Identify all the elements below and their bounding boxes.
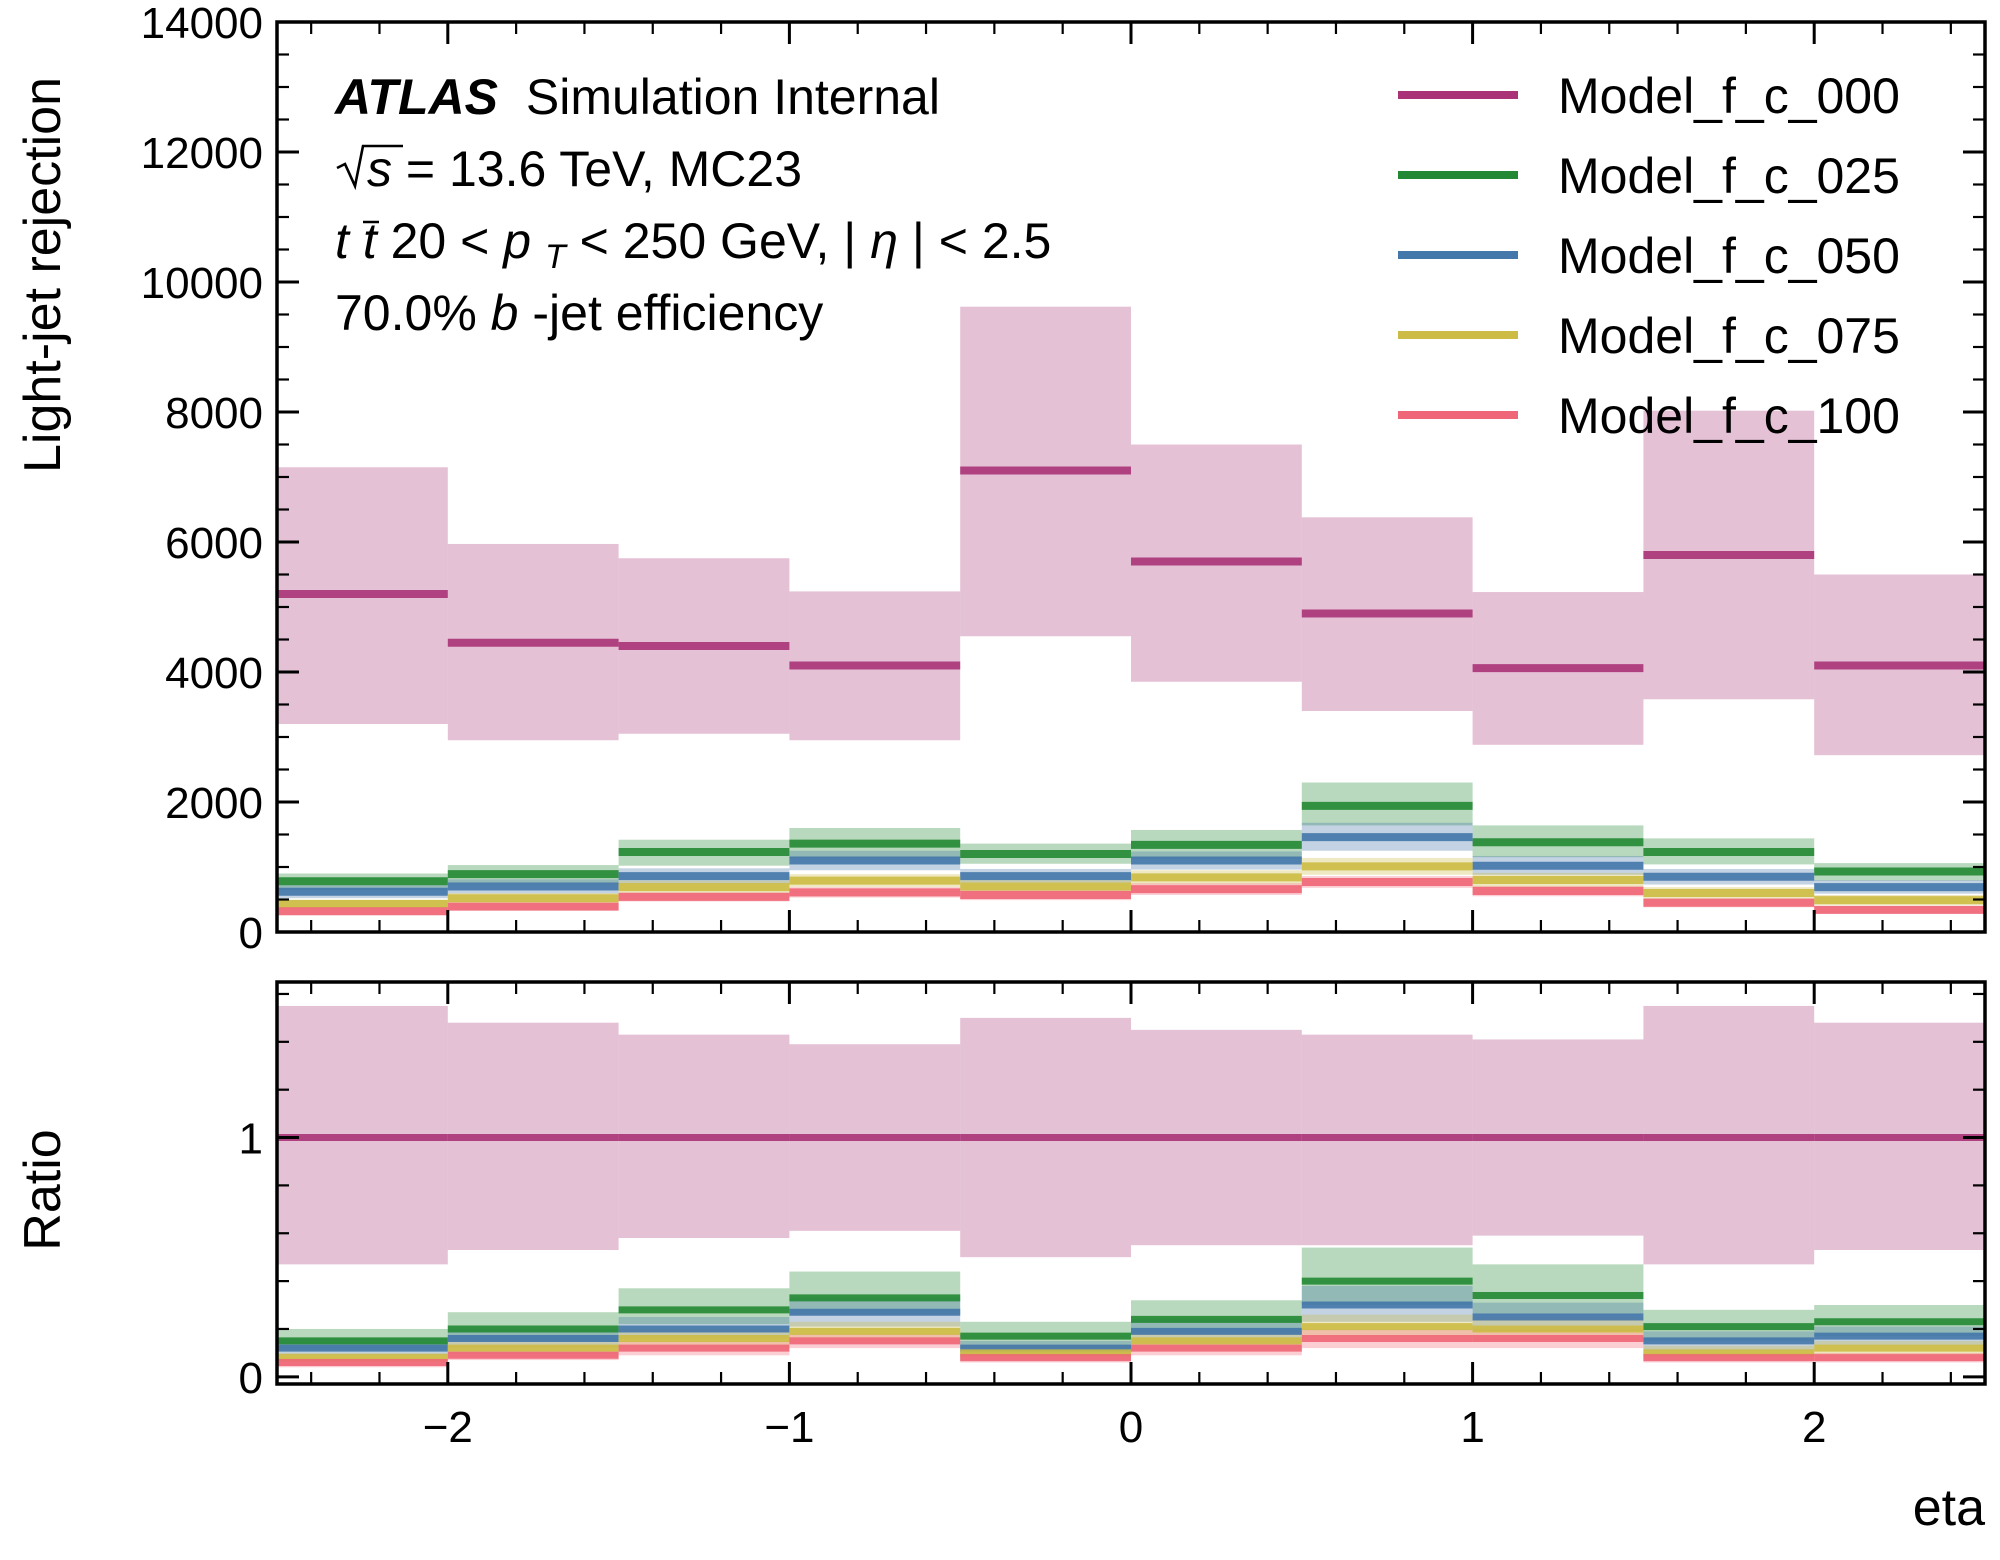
- ratio-error-bands: [277, 1005, 1985, 1368]
- energy-line: s = 13.6 TeV, MC23: [336, 141, 802, 197]
- main-y-tick-label: 12000: [141, 129, 263, 178]
- selection-line: t t 20 < p T < 250 GeV, | η | < 2.5: [335, 213, 1051, 279]
- ratio-error-band: [1472, 1264, 1644, 1315]
- ratio-series-lines: [277, 1134, 1985, 1366]
- eta-symbol: η: [870, 213, 898, 269]
- ratio-y-tick-label: 1: [239, 1115, 263, 1164]
- ratio-y-axis-label: Ratio: [14, 1129, 72, 1250]
- legend: Model_f_c_000 Model_f_c_025 Model_f_c_050 M…: [1398, 68, 1900, 444]
- pt-symbol: p: [501, 213, 531, 269]
- legend-label: Model_f_c_000: [1558, 68, 1900, 124]
- x-tick-label: −1: [764, 1403, 814, 1452]
- efficiency-line: 70.0% b -jet efficiency: [335, 285, 823, 341]
- main-panel: 0 2000 4000 6000 8000 10000 12000 14000: [141, 0, 1987, 958]
- bjet-symbol: b: [491, 285, 519, 341]
- pt-range-b: < 250 GeV, |: [580, 213, 857, 269]
- svg-text:t t 20 <: t t 20 < p T < 250 GeV, | η | < 2.5: [335, 213, 1051, 279]
- legend-label: Model_f_c_075: [1558, 308, 1900, 364]
- main-y-tick-label: 10000: [141, 259, 263, 308]
- legend-label: Model_f_c_100: [1558, 388, 1900, 444]
- sqrt-symbol: [336, 144, 403, 191]
- legend-label: Model_f_c_025: [1558, 148, 1900, 204]
- ratio-ticks: 0 1 −2 −1 0 1 2: [239, 982, 1985, 1452]
- main-y-axis-label: Light-jet rejection: [14, 77, 72, 473]
- ratio-panel: 0 1 −2 −1 0 1 2: [239, 980, 1987, 1452]
- t-quark: t: [335, 213, 351, 269]
- ratio-y-tick-label: 0: [239, 1354, 263, 1403]
- atlas-label: ATLAS: [333, 69, 498, 125]
- pt-subscript: T: [545, 238, 568, 276]
- efficiency-value: 70.0%: [335, 285, 491, 341]
- ratio-error-band: [618, 1288, 790, 1325]
- x-tick-label: −2: [423, 1403, 473, 1452]
- simulation-label: Simulation Internal: [526, 69, 940, 125]
- atlas-info-box: ATLAS Simulation Internal s = 13.6 TeV, …: [333, 69, 1051, 341]
- x-tick-label: 2: [1802, 1403, 1826, 1452]
- efficiency-suffix: -jet efficiency: [532, 285, 823, 341]
- main-y-tick-label: 6000: [165, 519, 263, 568]
- energy-text: = 13.6 TeV, MC23: [406, 141, 802, 197]
- eta-range: | < 2.5: [912, 213, 1051, 269]
- main-y-tick-label: 4000: [165, 649, 263, 698]
- sqrt-s-text: s: [367, 141, 392, 197]
- main-series-lines: [277, 466, 1985, 916]
- main-y-tick-label: 14000: [141, 0, 263, 48]
- main-y-tick-label: 8000: [165, 389, 263, 438]
- ratio-plot-frame: [275, 980, 1987, 1386]
- svg-text:s = 13.6 TeV, MC23: s = 13.6 TeV, MC23: [367, 141, 802, 197]
- main-plot-frame: [275, 20, 1987, 934]
- main-y-tick-label: 0: [239, 909, 263, 958]
- tbar-quark: t: [363, 213, 379, 269]
- x-tick-label: 0: [1119, 1403, 1143, 1452]
- svg-text:ATLAS Simulation Interna: ATLAS Simulation Internal: [333, 69, 940, 125]
- legend-label: Model_f_c_050: [1558, 228, 1900, 284]
- main-y-tick-label: 2000: [165, 779, 263, 828]
- x-axis-label: eta: [1913, 1479, 1985, 1537]
- ratio-error-band: [1301, 1247, 1473, 1306]
- pt-range-a: 20 <: [391, 213, 504, 269]
- ratio-error-band: [789, 1271, 961, 1315]
- x-tick-label: 1: [1460, 1403, 1484, 1452]
